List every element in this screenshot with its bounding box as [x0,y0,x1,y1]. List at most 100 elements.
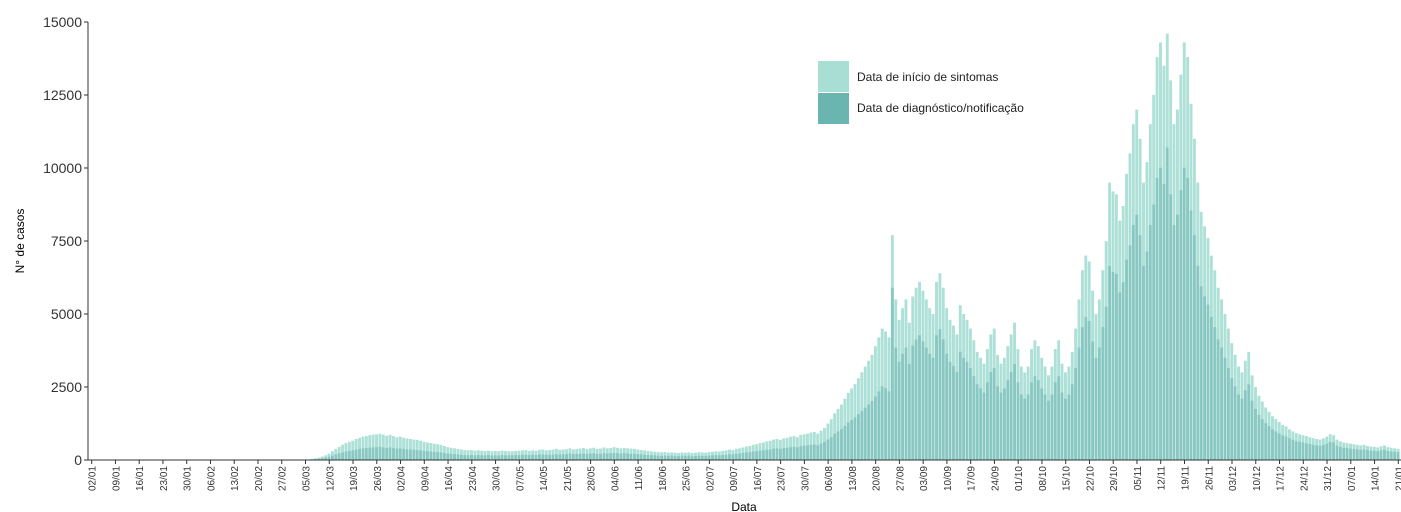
bar [507,455,511,460]
legend: Data de início de sintomas Data de diagn… [818,61,1024,124]
legend-swatch-diagnostico [818,93,849,124]
bar [432,451,436,460]
bar [985,382,989,460]
x-tick-label: 06/08 [824,466,835,491]
x-tick-label: 09/04 [420,466,431,491]
x-tick-label: 24/09 [990,466,1001,491]
bar [656,455,660,460]
bar [1196,265,1200,460]
bar [840,429,843,460]
bar [809,444,813,460]
bar [619,453,623,460]
bar [1176,214,1179,460]
bar [812,444,816,460]
bar [616,453,619,460]
bar [1349,448,1352,460]
bar [1338,446,1342,460]
bar [327,453,331,460]
bar [690,456,694,460]
bar [1199,286,1203,460]
bar [683,455,687,460]
bar [504,455,507,460]
bar [1230,378,1234,460]
bar [697,455,701,460]
bar [415,450,419,460]
bar [395,448,399,460]
x-tick-label: 04/06 [610,466,621,491]
bar [1169,194,1173,460]
bar [327,456,331,460]
bar [1057,376,1061,460]
bar [819,443,823,460]
x-tick-label: 30/01 [183,466,194,491]
bar [622,453,626,460]
bar [1040,388,1044,460]
bar [680,455,684,460]
x-tick-label: 09/07 [729,466,740,491]
bar [361,448,365,460]
bar [1145,251,1149,460]
bar [1243,390,1247,460]
x-tick-label: 03/09 [919,466,930,491]
bar [999,392,1003,460]
bar [894,347,898,460]
y-tick-label: 5000 [51,306,82,322]
legend-label-sintomas: Data de início de sintomas [857,70,998,84]
bar [1023,398,1027,460]
bar [989,372,993,460]
bar [1125,259,1128,460]
bar [877,391,881,460]
bar [649,455,653,460]
bar [442,452,446,460]
bar [1053,382,1057,460]
bar [422,450,426,460]
bar [1226,368,1230,460]
bar [758,450,762,460]
bar [1271,429,1274,460]
bar [582,453,585,460]
bar [870,401,874,460]
x-tick-label: 21/01 [1394,466,1401,491]
bar [368,435,372,460]
bar [935,335,938,460]
bar [1288,438,1291,460]
bar [914,339,918,460]
bar [626,453,630,460]
bar [371,434,375,460]
bar [1006,380,1010,460]
bar [806,445,809,460]
y-axis: 0 2500 5000 7500 10000 12500 15000 [43,14,89,468]
bar [660,455,664,460]
bar [802,445,806,460]
bar [884,388,888,460]
bar [531,454,535,460]
bar [1294,441,1298,460]
bar [948,361,952,460]
bar [731,454,735,460]
bar [823,441,826,460]
bar [541,454,545,460]
x-tick-label: 02/07 [705,466,716,491]
bar [409,449,412,460]
bar [789,447,792,460]
bar [1284,436,1288,460]
bar [317,458,321,460]
bar [901,353,904,460]
x-tick-label: 06/02 [206,466,217,491]
x-tick-label: 05/03 [302,466,313,491]
bar [1257,415,1261,460]
bar [646,455,650,460]
x-tick-label: 27/08 [895,466,906,491]
bar [1033,376,1037,460]
bar [412,449,416,460]
bar [1172,224,1176,460]
bar [829,437,833,460]
bar [1019,394,1023,460]
bar [568,453,572,460]
bar [860,410,864,460]
bar [599,453,602,460]
bar [721,455,725,460]
bar [558,454,562,460]
bar [816,445,820,460]
bar [952,365,955,460]
